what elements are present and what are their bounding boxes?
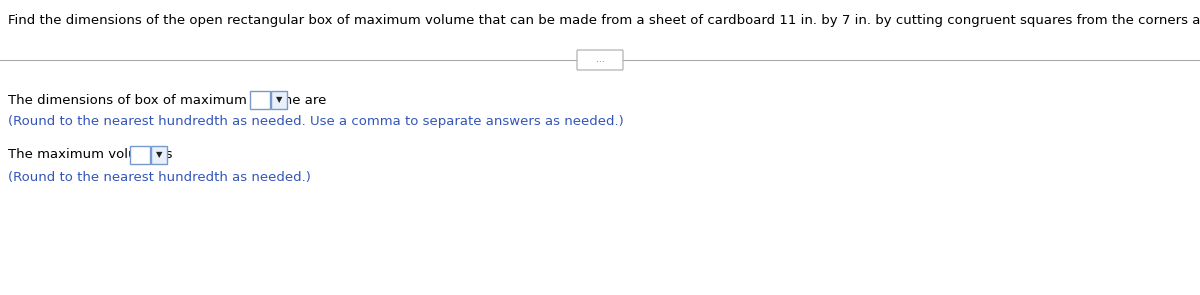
Bar [250, 91, 270, 109]
Text: The maximum volume is: The maximum volume is [8, 148, 173, 161]
Text: Find the dimensions of the open rectangular box of maximum volume that can be ma: Find the dimensions of the open rectangu… [8, 14, 1200, 27]
Bar [151, 146, 167, 164]
FancyBboxPatch shape [577, 50, 623, 70]
Text: ▼: ▼ [156, 150, 162, 160]
Bar [271, 91, 287, 109]
Text: (Round to the nearest hundredth as needed. Use a comma to separate answers as ne: (Round to the nearest hundredth as neede… [8, 116, 624, 129]
Text: ▼: ▼ [276, 96, 282, 104]
Text: ...: ... [595, 55, 605, 65]
Text: (Round to the nearest hundredth as needed.): (Round to the nearest hundredth as neede… [8, 171, 311, 184]
Text: The dimensions of box of maximum volume are: The dimensions of box of maximum volume … [8, 94, 326, 106]
Bar [130, 146, 150, 164]
